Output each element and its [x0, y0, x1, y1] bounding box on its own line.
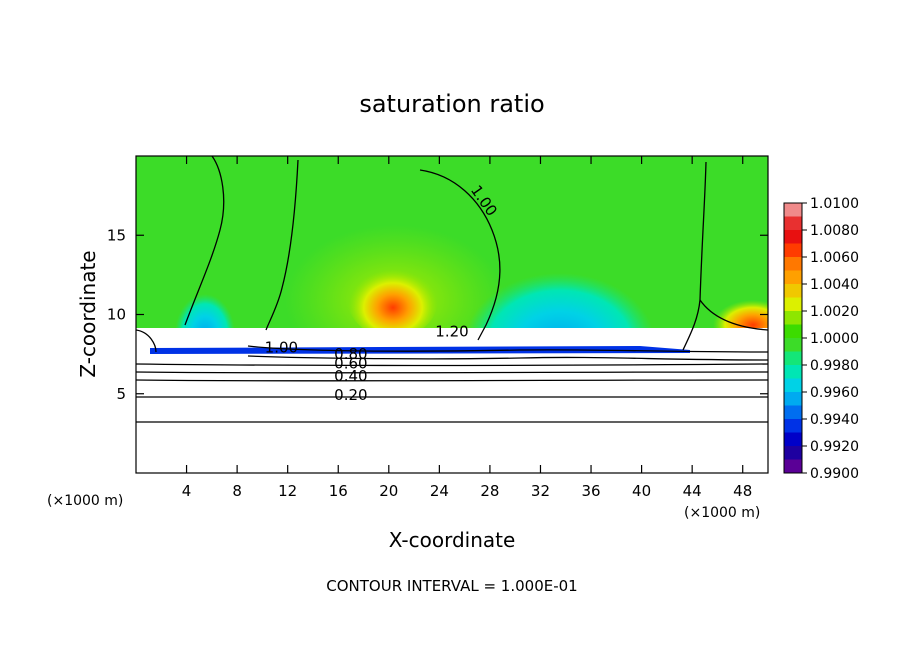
colorbar-tick-label: 1.0040	[810, 277, 859, 293]
x-tick-label: 8	[232, 482, 242, 500]
x-tick-label: 24	[430, 482, 449, 500]
contour-line	[136, 421, 768, 423]
colorbar-tick-label: 1.0020	[810, 304, 859, 320]
contour-line	[136, 329, 157, 353]
low-saturation-band	[150, 346, 690, 354]
contour-line	[247, 345, 768, 353]
colorbar-band	[784, 203, 802, 217]
colorbar-band	[784, 243, 802, 258]
x-tick-label: 20	[379, 482, 398, 500]
contour-line	[419, 169, 501, 341]
y-axis: 5 10 15	[107, 226, 768, 403]
contour-line	[184, 156, 225, 326]
colorbar-band	[784, 405, 802, 420]
colorbar-tick-label: 0.9920	[810, 439, 859, 455]
contour-line	[136, 363, 768, 367]
supersaturation-right	[705, 290, 768, 340]
contour-line	[265, 159, 299, 331]
colorbar-band	[784, 284, 802, 298]
colorbar-band	[784, 216, 802, 231]
colorbar-tick-label: 0.9980	[810, 358, 859, 374]
colorbar-tick-label: 1.0000	[810, 331, 859, 347]
colorbar-band	[784, 419, 802, 433]
colorbar-band	[784, 270, 802, 285]
colorbar-band	[784, 446, 802, 460]
y-tick-label: 15	[107, 226, 126, 244]
x-tick-label: 28	[480, 482, 499, 500]
colorbar-band	[784, 297, 802, 312]
colorbar-band	[784, 432, 802, 447]
contour-label: 0.40	[334, 367, 367, 385]
x-tick-label: 40	[632, 482, 651, 500]
x-tick-label: 48	[733, 482, 752, 500]
x-tick-label: 36	[581, 482, 600, 500]
colorbar-band	[784, 324, 802, 339]
x-tick-label: 44	[683, 482, 702, 500]
colorbar-band	[784, 311, 802, 325]
x-units-left: (×1000 m)	[47, 493, 123, 509]
y-axis-label: Z-coordinate	[76, 250, 100, 377]
colorbar-tick-label: 0.9960	[810, 385, 859, 401]
x-tick-label: 16	[329, 482, 348, 500]
x-tick-label: 4	[182, 482, 192, 500]
colorbar-tick-label: 1.0060	[810, 250, 859, 266]
colorbar-band	[784, 392, 802, 406]
x-units-right: (×1000 m)	[684, 505, 760, 521]
colorbar-band	[784, 338, 802, 352]
contour-label: 1.20	[435, 323, 468, 341]
y-tick-label: 10	[107, 306, 126, 324]
x-tick-label: 12	[278, 482, 297, 500]
colorbar-band	[784, 230, 802, 244]
colorbar-band	[784, 459, 802, 474]
colorbar-tick-label: 0.9900	[810, 466, 859, 482]
contour-line	[682, 161, 707, 351]
x-axis-label: X-coordinate	[389, 528, 516, 552]
colorbar-tick-label: 0.9940	[810, 412, 859, 428]
contour-line	[699, 299, 768, 331]
y-tick-label: 5	[116, 385, 126, 403]
contour-line	[136, 396, 768, 398]
contour-label: 0.80	[334, 345, 367, 363]
colorbar-tick-label: 1.0080	[810, 223, 859, 239]
contour-line	[136, 379, 768, 382]
contour-label: 0.20	[334, 386, 367, 404]
contour-lines	[136, 156, 768, 423]
contour-label: 1.00	[265, 339, 298, 357]
supersaturation-peak	[348, 262, 438, 338]
contour-line	[247, 355, 768, 361]
contour-label: 0.60	[334, 354, 367, 372]
contour-interval-note: CONTOUR INTERVAL = 1.000E-01	[326, 577, 577, 595]
colorbar: 1.0100 1.0080 1.0060 1.0040 1.0020 1.0000 0.99…	[783, 196, 859, 482]
x-axis: 4 8 12 16 20 24 28 32 36 40 44 48	[182, 156, 752, 500]
colorbar-band	[784, 378, 802, 393]
colorbar-band	[784, 351, 802, 366]
contour-line	[136, 371, 768, 374]
colorbar-band	[784, 257, 802, 271]
colorbar-band	[784, 365, 802, 379]
colorbar-tick-label: 1.0100	[810, 196, 859, 212]
chart-title: saturation ratio	[359, 90, 544, 118]
plot-area	[136, 156, 768, 473]
x-tick-label: 32	[531, 482, 550, 500]
